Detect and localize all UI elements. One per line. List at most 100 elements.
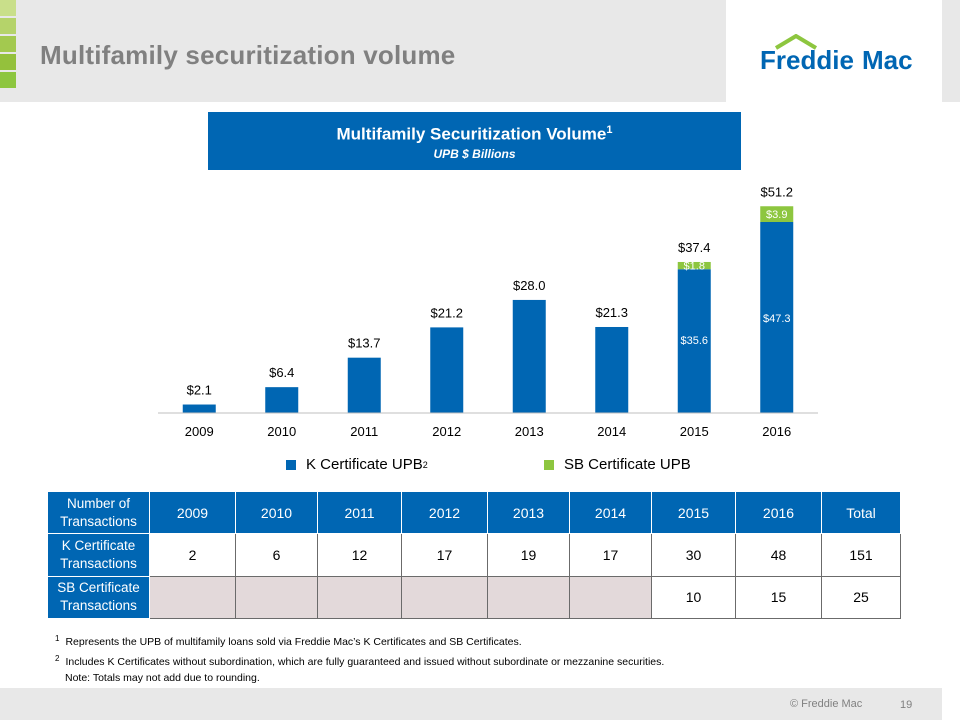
table-header-cell: 2014 [569, 490, 652, 535]
legend-label-k-sup: 2 [422, 459, 428, 470]
table-header-cell: 2016 [735, 490, 822, 535]
table-cell: 48 [735, 533, 822, 577]
accent-block [0, 18, 16, 34]
logo-text-left: Freddie [760, 45, 854, 74]
legend-label-sb: SB Certificate UPB [564, 456, 691, 473]
table-row: SB Certificate Transactions 10 15 25 [47, 575, 901, 620]
footnote-2: 2 Includes K Certificates without subordi… [55, 654, 664, 668]
table-header-cell: 2012 [401, 490, 488, 535]
bar-k-certificate [760, 222, 794, 413]
table-cell: 10 [651, 575, 736, 620]
table-cell: 6 [235, 533, 318, 577]
bar-k-certificate [512, 299, 546, 413]
x-tick-label: 2012 [432, 424, 461, 439]
bar-k-certificate [430, 327, 464, 413]
x-tick-label: 2016 [762, 424, 791, 439]
page-number: 19 [900, 699, 913, 711]
x-tick-label: 2015 [680, 424, 709, 439]
footer-band [0, 688, 942, 720]
table-cell: 25 [821, 575, 901, 620]
table-header-cell: Number of Transactions [47, 490, 150, 535]
footnote-2-text: Includes K Certificates without subordin… [65, 656, 665, 668]
legend-label-k: K Certificate UPB [306, 456, 423, 473]
legend-swatch-k [286, 459, 296, 470]
total-value-label: $2.1 [187, 383, 212, 398]
bar-sb-certificate [677, 261, 711, 270]
table-cell: 2 [149, 533, 236, 577]
table-cell-empty [317, 575, 402, 620]
footnote-1-text: Represents the UPB of multifamily loans … [65, 636, 522, 648]
table-header-row: Number of Transactions 2009 2010 2011 20… [47, 490, 901, 535]
x-tick-label: 2009 [185, 424, 214, 439]
table-header-cell: 2011 [317, 490, 402, 535]
total-value-label: $13.7 [348, 336, 381, 351]
x-tick-label: 2010 [267, 424, 296, 439]
table-cell-empty [401, 575, 488, 620]
bar-k-certificate [595, 326, 629, 413]
table-cell: 15 [735, 575, 822, 620]
x-tick-label: 2014 [597, 424, 626, 439]
accent-block [0, 54, 16, 70]
accent-block [0, 0, 16, 16]
transactions-table: Number of Transactions 2009 2010 2011 20… [47, 490, 901, 620]
table-row-label: SB Certificate Transactions [47, 575, 150, 620]
k-value-label: $35.6 [680, 335, 708, 347]
table-header-cell: 2010 [235, 490, 318, 535]
legend-item-k: K Certificate UPB 2 [286, 456, 428, 473]
footnote-2-number: 2 [55, 654, 60, 663]
table-cell-empty [149, 575, 236, 620]
table-header-cell: 2015 [651, 490, 736, 535]
table-cell: 17 [569, 533, 652, 577]
sb-value-label: $3.9 [766, 209, 787, 221]
k-value-label: $47.3 [763, 313, 791, 325]
table-cell-empty [487, 575, 570, 620]
bar-sb-certificate [760, 206, 794, 222]
table-row-label: K Certificate Transactions [47, 533, 150, 577]
table-cell-empty [235, 575, 318, 620]
footnote-1: 1 Represents the UPB of multifamily loans… [55, 634, 522, 648]
table-cell: 12 [317, 533, 402, 577]
table-header-cell: 2009 [149, 490, 236, 535]
bar-k-certificate [347, 357, 381, 413]
legend-item-sb: SB Certificate UPB [544, 456, 691, 473]
accent-block [0, 72, 16, 88]
logo-text-right: Mac [862, 45, 913, 74]
chart-title-box: Multifamily Securitization Volume1 UPB $… [208, 112, 741, 170]
table-cell: 30 [651, 533, 736, 577]
total-value-label: $6.4 [269, 365, 294, 380]
header-right-strip [942, 0, 960, 102]
freddie-mac-logo: Freddie Mac [760, 34, 913, 74]
chart-legend: K Certificate UPB 2 SB Certificate UPB [286, 456, 786, 476]
legend-swatch-sb [544, 459, 554, 470]
total-value-label: $21.2 [430, 305, 463, 320]
chart-title-text: Multifamily Securitization Volume [336, 124, 607, 144]
table-header-cell: 2013 [487, 490, 570, 535]
total-value-label: $21.3 [595, 305, 628, 320]
bar-k-certificate [265, 387, 299, 413]
table-cell: 17 [401, 533, 488, 577]
chart-title: Multifamily Securitization Volume1 [208, 124, 741, 145]
footnote-1-number: 1 [55, 634, 60, 643]
footnote-note: Note: Totals may not add due to rounding… [65, 672, 260, 684]
total-value-label: $37.4 [678, 240, 711, 255]
table-row: K Certificate Transactions 2 6 12 17 19 … [47, 533, 901, 577]
logo-roof-icon [774, 34, 818, 50]
copyright-text: © Freddie Mac [790, 698, 863, 710]
table-header-cell: Total [821, 490, 901, 535]
x-tick-label: 2011 [350, 424, 378, 439]
page-title: Multifamily securitization volume [40, 40, 456, 70]
bar-k-certificate [677, 269, 711, 413]
chart-title-footnote-ref: 1 [606, 124, 613, 136]
total-value-label: $51.2 [760, 184, 793, 199]
accent-block [0, 36, 16, 52]
table-cell: 19 [487, 533, 570, 577]
chart-subtitle: UPB $ Billions [433, 146, 516, 161]
table-cell-empty [569, 575, 652, 620]
sb-value-label: $1.8 [684, 261, 705, 273]
bar-chart: $2.1 2009 $6.4 2010 $13.7 2011 $21.2 2012 $28.0 2… [158, 184, 818, 439]
total-value-label: $28.0 [513, 278, 546, 293]
x-tick-label: 2013 [515, 424, 544, 439]
header-band [0, 0, 726, 102]
bar-k-certificate [182, 404, 216, 413]
table-cell: 151 [821, 533, 901, 577]
